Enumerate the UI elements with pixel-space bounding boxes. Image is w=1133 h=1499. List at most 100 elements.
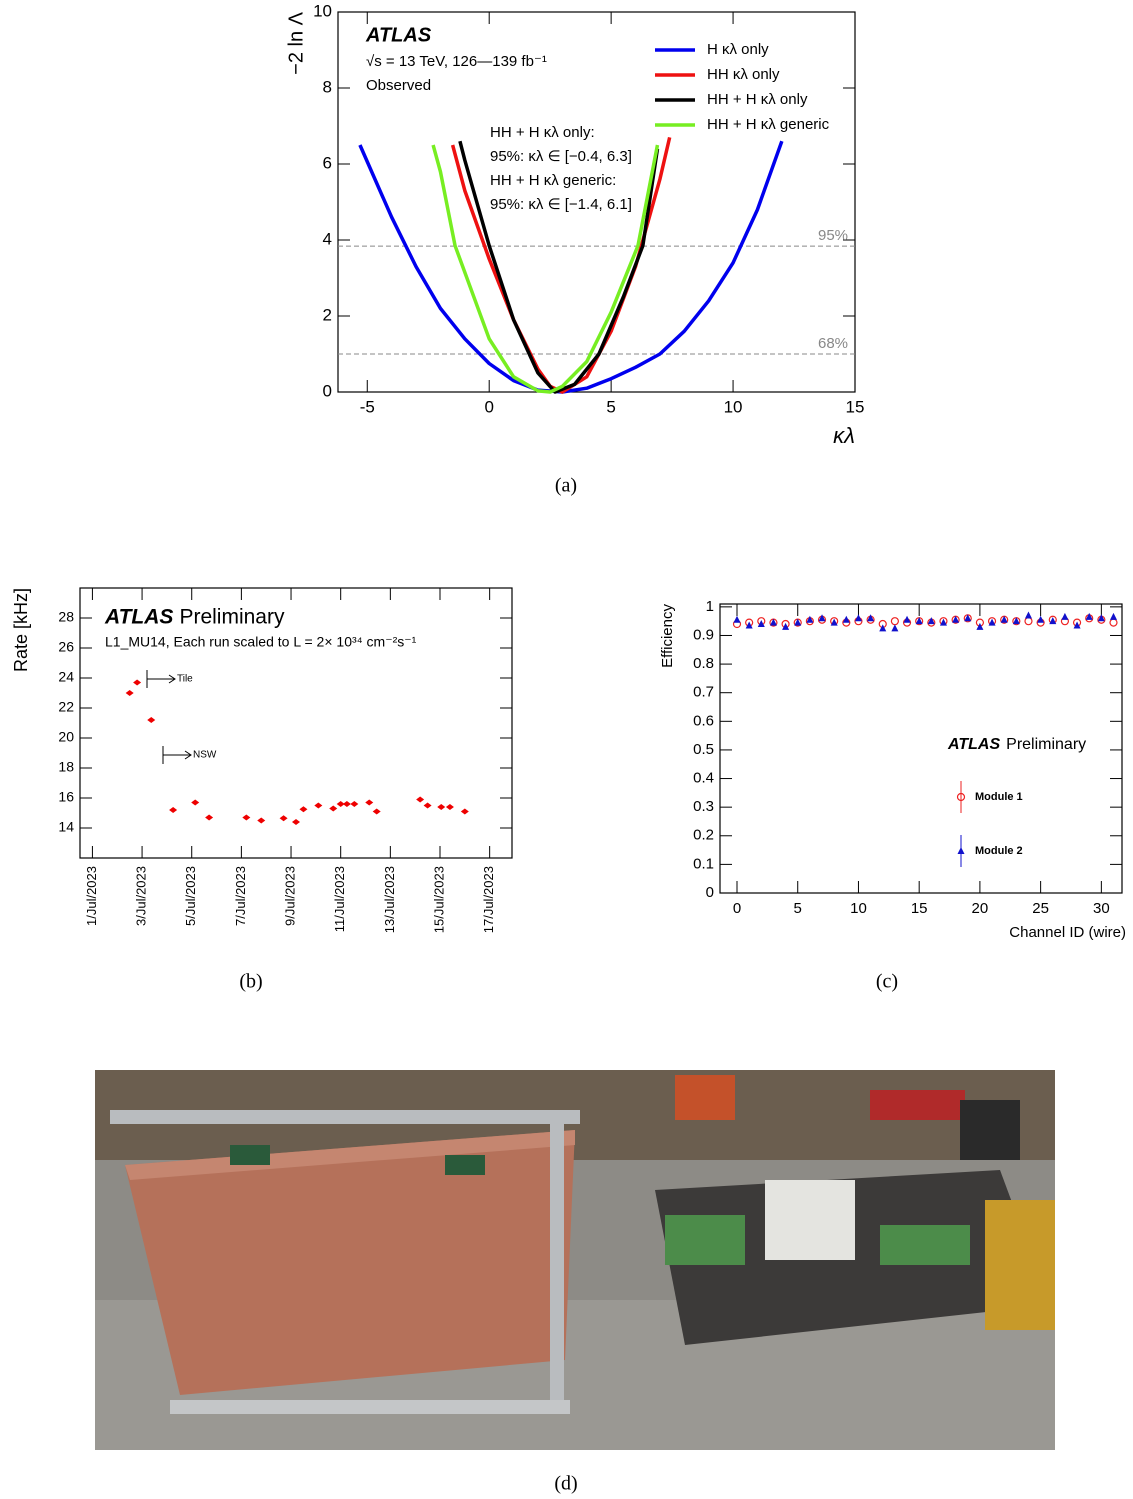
- point: [372, 808, 381, 815]
- point: [336, 801, 345, 807]
- point: [191, 799, 200, 806]
- x-axis-label: κλ: [833, 423, 855, 448]
- y-tick-label: 0: [706, 884, 714, 901]
- point: [1012, 617, 1020, 625]
- annotation: NSW: [193, 750, 217, 761]
- annotation: Tile: [177, 674, 193, 685]
- point: [879, 624, 887, 632]
- x-tick-label: 1/Jul/2023: [84, 866, 99, 926]
- y-tick-label: 16: [58, 789, 74, 805]
- subtitle: Observed: [366, 77, 431, 94]
- point: [733, 615, 741, 623]
- atlas-label: ATLAS: [947, 736, 1000, 753]
- y-axis-label: Efficiency: [659, 604, 676, 668]
- y-tick-label: 4: [323, 229, 332, 248]
- x-tick-label: 11/Jul/2023: [332, 866, 347, 932]
- point: [745, 621, 753, 629]
- y-tick-label: 26: [58, 639, 74, 655]
- point: [365, 799, 374, 806]
- x-tick-label: 20: [972, 900, 989, 917]
- annotation: HH + H κλ only:: [490, 124, 595, 141]
- point: [842, 615, 850, 623]
- point: [314, 802, 323, 809]
- point: [416, 796, 425, 803]
- point: [854, 614, 862, 622]
- point: [830, 618, 838, 626]
- point: [915, 617, 923, 625]
- point: [782, 622, 790, 630]
- y-tick-label: 0.1: [693, 855, 714, 872]
- x-tick-label: 30: [1093, 900, 1110, 917]
- point: [1024, 611, 1032, 619]
- chart: 0 5 10 15 20 25 30 0 0.1 0.2 0.3 0.4 0.5 0.6 0.7 0.8 0.9…: [659, 598, 1126, 993]
- point: [329, 805, 338, 812]
- point: [1000, 615, 1008, 623]
- x-axis-label: Channel ID (wire): [1009, 924, 1126, 941]
- y-tick-label: 0.7: [693, 684, 714, 701]
- x-tick-label: -5: [360, 397, 375, 416]
- point: [769, 618, 777, 626]
- legend-label: HH κλ only: [707, 66, 780, 83]
- y-tick-label: 1: [706, 598, 714, 615]
- x-tick-label: 15: [846, 397, 865, 416]
- chart: 1/Jul/2023 3/Jul/2023 5/Jul/2023 7/Jul/2023…: [11, 587, 513, 993]
- point: [460, 808, 469, 815]
- point: [1061, 612, 1069, 620]
- point: [794, 618, 802, 626]
- x-tick-label: 17/Jul/2023: [481, 866, 496, 933]
- x-tick-label: 5: [606, 397, 615, 416]
- annotation-arrow: [146, 670, 176, 688]
- point: [988, 618, 996, 626]
- point: [437, 804, 446, 810]
- point: [976, 622, 984, 630]
- point: [350, 801, 359, 807]
- y-tick-label: 28: [58, 609, 74, 625]
- point: [964, 614, 972, 622]
- y-tick-label: 10: [313, 1, 332, 20]
- point: [257, 817, 266, 824]
- atlas-label: ATLAS: [104, 606, 173, 629]
- point: [242, 814, 251, 821]
- photo: [95, 1070, 1055, 1450]
- curve: [358, 140, 784, 394]
- y-tick-label: 0.2: [693, 827, 714, 844]
- point: [423, 802, 432, 809]
- point: [903, 615, 911, 623]
- y-tick-label: 0.4: [693, 770, 714, 787]
- curve: [458, 140, 660, 394]
- annotation: 95%: κλ ∈ [−0.4, 6.3]: [490, 148, 632, 165]
- x-tick-label: 25: [1032, 900, 1049, 917]
- reference-label: 95%: [818, 227, 848, 244]
- point: [818, 614, 826, 622]
- y-tick-label: 0.6: [693, 712, 714, 729]
- chart: -5 0 5 10 15 0 2 4 6 8 10 κλ −2 ln Λ (a) ATLAS √s = 13 …: [285, 1, 864, 496]
- legend-label: Module 1: [975, 791, 1023, 803]
- point: [890, 617, 899, 626]
- y-tick-label: 24: [58, 669, 74, 685]
- y-tick-label: 0.8: [693, 655, 714, 672]
- caption: (c): [876, 971, 898, 993]
- point: [1049, 617, 1057, 625]
- point: [299, 806, 308, 813]
- x-tick-label: 3/Jul/2023: [134, 866, 149, 926]
- x-tick-label: 10: [724, 397, 743, 416]
- caption: (d): [554, 1473, 577, 1495]
- point: [1073, 621, 1081, 629]
- legend-label: H κλ only: [707, 41, 769, 58]
- point: [1109, 612, 1117, 620]
- x-tick-label: 5/Jul/2023: [183, 866, 198, 926]
- x-tick-label: 0: [484, 397, 493, 416]
- y-tick-label: 8: [323, 77, 332, 96]
- plot-frame: [79, 587, 513, 859]
- y-tick-label: 0: [323, 381, 332, 400]
- point: [342, 801, 351, 807]
- x-tick-label: 15: [911, 900, 928, 917]
- y-tick-label: 22: [58, 699, 74, 715]
- y-tick-label: 14: [58, 819, 74, 835]
- legend-label: HH + H κλ only: [707, 91, 808, 108]
- point: [1097, 614, 1105, 622]
- point: [445, 804, 454, 810]
- point: [147, 717, 156, 723]
- reference-label: 68%: [818, 335, 848, 352]
